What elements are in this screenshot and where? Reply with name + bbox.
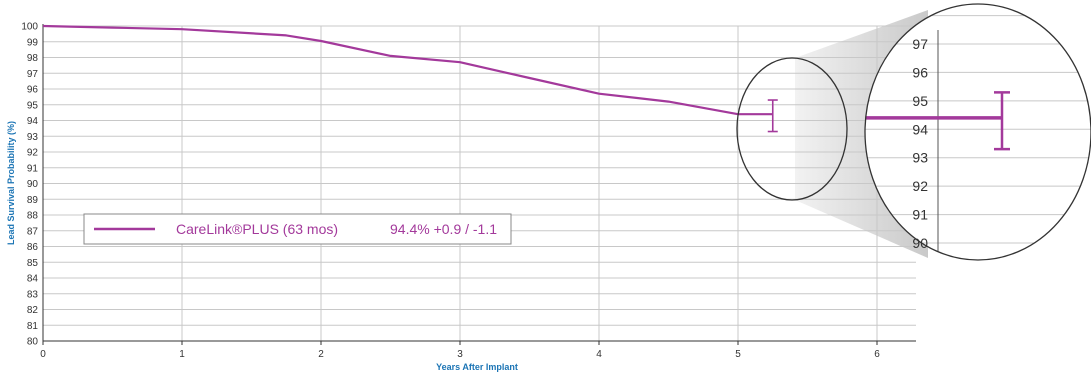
zoom-tick-label: 91 bbox=[912, 207, 928, 223]
legend-annotation: 94.4% +0.9 / -1.1 bbox=[390, 221, 497, 237]
y-tick-label: 82 bbox=[27, 305, 39, 316]
main-grid bbox=[43, 25, 916, 341]
y-tick-label: 98 bbox=[27, 53, 39, 64]
y-tick-labels: 80 81 82 83 84 85 86 87 88 89 90 91 92 93 94 95 96 97 98 99… bbox=[21, 22, 38, 348]
y-tick-label: 81 bbox=[27, 321, 39, 332]
y-axis-title: Lead Survival Probability (%) bbox=[6, 121, 16, 245]
y-tick-label: 85 bbox=[27, 258, 39, 269]
y-tick-label: 90 bbox=[27, 179, 39, 190]
zoom-tick-label: 95 bbox=[912, 93, 928, 109]
y-tick-label: 99 bbox=[27, 37, 39, 48]
y-tick-label: 94 bbox=[27, 116, 39, 127]
y-tick-label: 96 bbox=[27, 85, 39, 96]
y-tick-label: 88 bbox=[27, 211, 39, 222]
zoom-tick-label: 92 bbox=[912, 178, 928, 194]
x-tick-label: 2 bbox=[318, 349, 324, 360]
x-tick-label: 6 bbox=[874, 349, 880, 360]
zoom-series bbox=[865, 91, 1010, 151]
y-tick-label: 89 bbox=[27, 195, 39, 206]
x-tick-label: 3 bbox=[457, 349, 463, 360]
zoom-inset bbox=[865, 4, 1091, 260]
zoom-tick-label: 90 bbox=[912, 235, 928, 251]
zoom-inset-border bbox=[864, 3, 1091, 261]
legend-series-name: CareLink®PLUS (63 mos) bbox=[176, 221, 338, 237]
y-tick-label: 93 bbox=[27, 132, 39, 143]
y-tick-label: 91 bbox=[27, 163, 39, 174]
x-tick-labels: 0 1 2 3 4 5 6 bbox=[40, 341, 880, 360]
zoom-tick-label: 97 bbox=[912, 36, 928, 52]
series-layer bbox=[42, 24, 778, 133]
magnifier-circle bbox=[736, 57, 848, 201]
zoom-grid bbox=[865, 15, 1091, 244]
zoom-tick-label: 93 bbox=[912, 150, 928, 166]
x-tick-label: 4 bbox=[596, 349, 602, 360]
y-tick-label: 83 bbox=[27, 289, 39, 300]
x-tick-label: 1 bbox=[179, 349, 185, 360]
y-tick-label: 95 bbox=[27, 100, 39, 111]
y-tick-label: 84 bbox=[27, 274, 39, 285]
y-tick-label: 80 bbox=[27, 337, 39, 348]
y-tick-label: 87 bbox=[27, 226, 39, 237]
y-tick-label: 97 bbox=[27, 69, 39, 80]
zoom-tick-label: 94 bbox=[912, 121, 928, 137]
zoom-tick-labels: 90 91 92 93 94 95 96 97 bbox=[912, 36, 928, 251]
y-tick-label: 92 bbox=[27, 148, 39, 159]
zoom-tick-label: 96 bbox=[912, 64, 928, 80]
series-line bbox=[42, 24, 773, 116]
legend-box bbox=[83, 213, 512, 245]
y-tick-label: 86 bbox=[27, 242, 39, 253]
x-tick-label: 0 bbox=[40, 349, 46, 360]
x-axis-title: Years After Implant bbox=[436, 362, 518, 372]
x-tick-label: 5 bbox=[735, 349, 741, 360]
y-tick-label: 100 bbox=[21, 22, 38, 33]
